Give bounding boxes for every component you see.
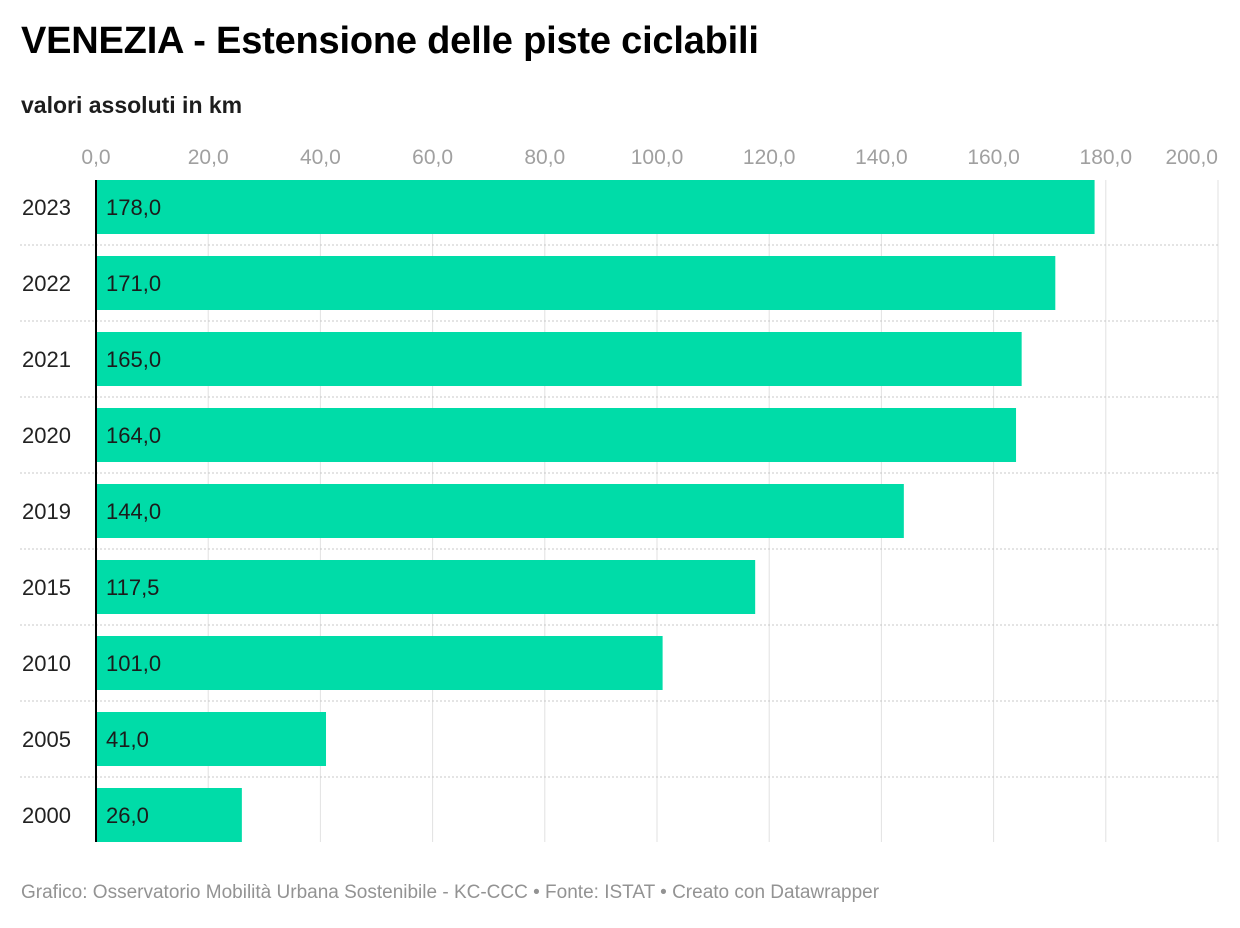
- value-label: 171,0: [106, 271, 161, 296]
- chart-subtitle: valori assoluti in km: [21, 92, 243, 118]
- chart-title: VENEZIA - Estensione delle piste ciclabi…: [21, 20, 759, 62]
- value-label: 41,0: [106, 727, 149, 752]
- bar-2005: [96, 712, 327, 766]
- value-label: 117,5: [106, 575, 159, 600]
- value-label: 178,0: [106, 195, 161, 220]
- chart-footer: Grafico: Osservatorio Mobilità Urbana So…: [21, 882, 880, 903]
- x-tick-label: 0,0: [81, 146, 110, 169]
- bar-chart: 0,0 20,0 40,0 60,0 80,0 100,0 120,0 140,0 160,0 1…: [20, 146, 1219, 842]
- bar-2022: [96, 256, 1056, 310]
- category-label: 2015: [22, 575, 71, 600]
- value-label: 26,0: [106, 803, 149, 828]
- value-label: 165,0: [106, 347, 161, 372]
- category-label: 2005: [22, 727, 71, 752]
- category-label: 2019: [22, 499, 71, 524]
- x-tick-label: 160,0: [967, 146, 1020, 169]
- category-label: 2010: [22, 651, 71, 676]
- category-labels: 2023 2022 2021 2020 2019 2015 2010 2005 2000: [22, 195, 71, 828]
- bar-2000: [96, 788, 242, 842]
- x-tick-label: 60,0: [412, 146, 453, 169]
- x-tick-label: 40,0: [300, 146, 341, 169]
- bar-2019: [96, 484, 904, 538]
- x-tick-label: 180,0: [1080, 146, 1133, 169]
- bar-2023: [96, 180, 1095, 234]
- category-label: 2020: [22, 423, 71, 448]
- bar-2021: [96, 332, 1022, 386]
- x-tick-label: 20,0: [188, 146, 229, 169]
- bar-2010: [96, 636, 663, 690]
- x-tick-label: 140,0: [855, 146, 908, 169]
- x-axis-ticks: 0,0 20,0 40,0 60,0 80,0 100,0 120,0 140,0 160,0 1…: [81, 146, 1218, 169]
- x-tick-label: 120,0: [743, 146, 796, 169]
- x-tick-label: 100,0: [631, 146, 684, 169]
- x-tick-label: 80,0: [524, 146, 565, 169]
- category-label: 2022: [22, 271, 71, 296]
- x-tick-label: 200,0: [1165, 146, 1218, 169]
- category-label: 2021: [22, 347, 71, 372]
- value-label: 144,0: [106, 499, 161, 524]
- category-label: 2023: [22, 195, 71, 220]
- bar-2020: [96, 408, 1017, 462]
- bars: [96, 180, 1095, 842]
- value-label: 101,0: [106, 651, 161, 676]
- bar-2015: [96, 560, 756, 614]
- value-labels: 178,0 171,0 165,0 164,0 144,0 117,5 101,0 41,0 2…: [106, 195, 161, 828]
- category-label: 2000: [22, 803, 71, 828]
- value-label: 164,0: [106, 423, 161, 448]
